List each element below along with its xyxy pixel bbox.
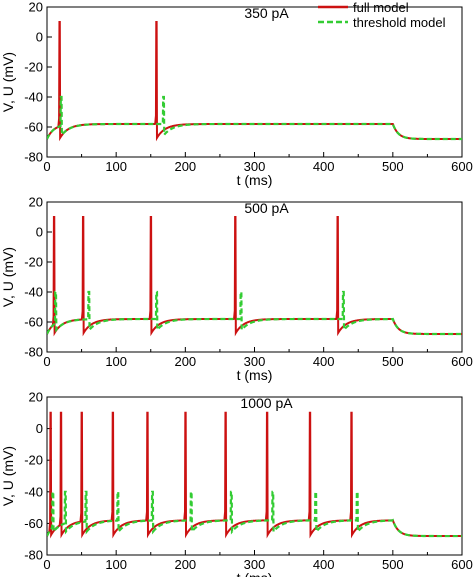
x-tick-label: 200 [174,557,196,572]
x-tick-label: 600 [451,159,473,174]
y-tick-label: 20 [29,195,43,210]
x-tick-label: 500 [382,354,404,369]
x-tick-label: 600 [451,354,473,369]
series-threshold-model-line [47,290,462,336]
y-axis-label: V, U (mV) [0,52,16,112]
x-tick-label: 200 [174,354,196,369]
series-threshold-model-line [47,490,462,538]
y-tick-label: 0 [36,225,43,240]
series-full-model-line [47,216,462,337]
legend-label-threshold-model: threshold model [353,15,446,30]
x-tick-label: 300 [244,557,266,572]
legend-label-full-model: full model [353,0,409,15]
y-tick-label: -20 [24,255,43,270]
x-tick-label: 100 [105,557,127,572]
x-tick-label: 300 [244,159,266,174]
series-threshold-model-line [47,95,462,141]
y-tick-label: -80 [24,548,43,563]
panel-title: 350 pA [244,5,289,21]
x-tick-label: 0 [43,159,50,174]
x-tick-label: 500 [382,159,404,174]
panel-title: 500 pA [244,200,289,216]
x-tick-label: 300 [244,354,266,369]
panel-title: 1000 pA [240,395,293,411]
y-tick-label: -40 [24,285,43,300]
y-tick-label: -20 [24,453,43,468]
y-tick-label: 20 [29,390,43,405]
x-axis-label: t (ms) [237,367,273,383]
y-tick-label: 20 [29,0,43,15]
y-tick-label: -20 [24,60,43,75]
x-tick-label: 500 [382,557,404,572]
x-tick-label: 600 [451,557,473,572]
y-tick-label: -60 [24,315,43,330]
x-tick-label: 400 [313,557,335,572]
y-tick-label: -80 [24,150,43,165]
x-tick-label: 100 [105,159,127,174]
x-tick-label: 400 [313,354,335,369]
x-axis-label: t (ms) [237,172,273,188]
y-tick-label: 0 [36,30,43,45]
legend: full model threshold model [318,0,446,30]
y-tick-label: 0 [36,421,43,436]
series-full-model-line [47,21,462,142]
x-axis-label: t (ms) [237,570,273,577]
x-tick-label: 100 [105,354,127,369]
x-tick-label: 200 [174,159,196,174]
y-tick-label: -40 [24,484,43,499]
x-tick-label: 0 [43,354,50,369]
series-full-model-line [47,411,462,539]
y-axis-label: V, U (mV) [0,446,16,506]
x-tick-label: 0 [43,557,50,572]
x-tick-label: 400 [313,159,335,174]
y-tick-label: -40 [24,90,43,105]
y-axis-label: V, U (mV) [0,247,16,307]
y-tick-label: -60 [24,120,43,135]
y-tick-label: -60 [24,516,43,531]
y-tick-label: -80 [24,345,43,360]
